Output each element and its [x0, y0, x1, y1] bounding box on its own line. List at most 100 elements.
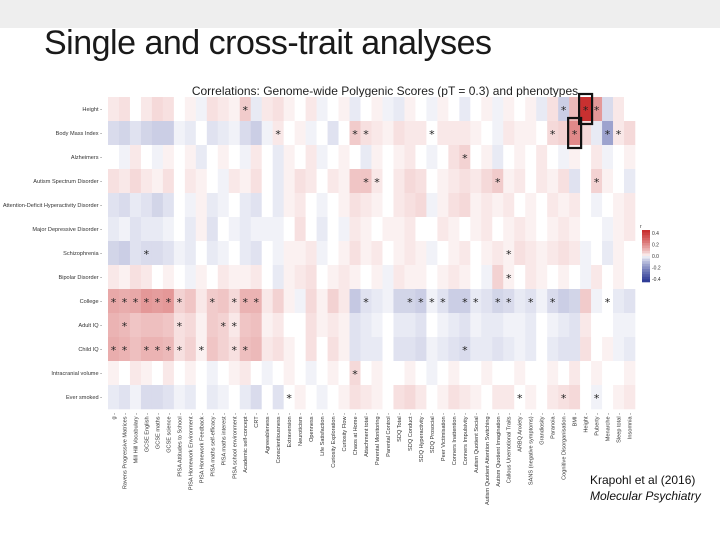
- heatmap-cell: [316, 217, 328, 242]
- legend-swatch: [642, 253, 650, 257]
- column-label: SDQ Conduct -: [408, 413, 414, 451]
- heatmap-cell: [360, 265, 372, 290]
- heatmap-cell: [239, 217, 252, 242]
- heatmap-cell: [470, 121, 482, 146]
- heatmap-cell: [228, 313, 241, 338]
- heatmap-cell: [206, 265, 219, 290]
- heatmap-cell: [239, 361, 252, 386]
- heatmap-cell: [492, 241, 504, 266]
- heatmap-cell: [129, 337, 142, 362]
- heatmap-cell: [613, 241, 625, 266]
- heatmap-cell: [569, 145, 581, 170]
- heatmap-cell: [393, 361, 405, 386]
- heatmap-cell: [525, 145, 537, 170]
- highlight-box: [577, 92, 594, 126]
- heatmap-cell: [448, 217, 460, 242]
- heatmap-cell: [272, 313, 284, 338]
- heatmap-cell: [206, 217, 219, 242]
- heatmap-cell: [580, 217, 592, 242]
- column-label: PISA Homework Environment -: [188, 413, 194, 490]
- heatmap-cell: [294, 193, 306, 218]
- heatmap-cell: [239, 145, 252, 170]
- heatmap-cell: [162, 217, 175, 242]
- heatmap-cell: [173, 217, 186, 242]
- heatmap-cell: [360, 121, 372, 146]
- heatmap-cell: [437, 361, 449, 386]
- heatmap-cell: [173, 145, 186, 170]
- heatmap-cell: [239, 289, 252, 314]
- heatmap-cell: [360, 385, 372, 410]
- heatmap-cell: [547, 385, 559, 410]
- heatmap-cell: [371, 313, 383, 338]
- heatmap-cell: [283, 121, 295, 146]
- heatmap-cell: [547, 217, 559, 242]
- heatmap-cell: [217, 313, 230, 338]
- heatmap-cell: [261, 193, 273, 218]
- heatmap-cell: [371, 217, 383, 242]
- heatmap-cell: [393, 217, 405, 242]
- heatmap-cell: [492, 265, 504, 290]
- legend-tick-label: 0.0: [652, 254, 659, 260]
- heatmap-cell: [173, 313, 186, 338]
- heatmap-cell: [393, 385, 405, 410]
- heatmap-cell: [602, 313, 614, 338]
- column-label: Mill Hill Vocabulary -: [133, 413, 139, 463]
- heatmap-cell: [151, 193, 164, 218]
- heatmap-cell: [580, 169, 592, 194]
- heatmap-cell: [272, 169, 284, 194]
- heatmap-cell: [283, 337, 295, 362]
- significance-marker: *: [111, 296, 117, 309]
- heatmap-cell: [360, 97, 372, 122]
- significance-marker: *: [440, 296, 446, 309]
- heatmap-cell: [591, 97, 603, 122]
- column-label: Conscientiousness -: [276, 413, 282, 464]
- significance-marker: *: [374, 176, 380, 189]
- heatmap-cell: [162, 97, 175, 122]
- heatmap-cell: [261, 337, 273, 362]
- row-label: Body Mass Index -: [56, 131, 102, 137]
- heatmap-cell: [613, 385, 625, 410]
- column-label: PISA maths interest -: [221, 413, 227, 466]
- heatmap-cell: [108, 241, 120, 266]
- legend-swatch: [642, 266, 650, 270]
- heatmap-cell: [536, 241, 548, 266]
- heatmap-cell: [228, 145, 241, 170]
- heatmap-cell: [272, 361, 284, 386]
- column-label: PISA Attitudes to School -: [177, 413, 183, 477]
- heatmap-cell: [206, 193, 219, 218]
- heatmap-cell: [108, 289, 120, 314]
- heatmap-cell: [558, 289, 570, 314]
- heatmap-cell: [558, 121, 570, 146]
- heatmap-cell: [162, 193, 175, 218]
- heatmap-cell: [437, 121, 449, 146]
- heatmap-cell: [250, 241, 263, 266]
- heatmap-cell: [162, 169, 175, 194]
- heatmap-cell: [569, 337, 581, 362]
- significance-marker: *: [594, 176, 600, 189]
- significance-marker: *: [506, 248, 512, 261]
- heatmap-cell: [283, 97, 295, 122]
- heatmap-cell: [580, 97, 592, 122]
- heatmap-cell: [624, 337, 636, 362]
- column-label: GCSE maths -: [155, 413, 161, 449]
- heatmap-cell: [228, 193, 241, 218]
- heatmap-cell: [426, 193, 438, 218]
- heatmap-cell: [195, 169, 208, 194]
- heatmap-cell: [591, 169, 603, 194]
- row-label: Schizophrenia -: [63, 251, 102, 257]
- heatmap-cell: [349, 361, 361, 386]
- heatmap-cell: [206, 337, 219, 362]
- heatmap-cell: [514, 97, 526, 122]
- legend-swatch: [642, 261, 650, 265]
- legend-tick-label: 0.4: [652, 231, 659, 237]
- heatmap-cell: [239, 385, 252, 410]
- heatmap-cell: [338, 145, 350, 170]
- column-label: Height -: [584, 413, 590, 433]
- heatmap-cell: [217, 121, 230, 146]
- heatmap-cell: [613, 313, 625, 338]
- heatmap-cell: [470, 217, 482, 242]
- heatmap-cell: [448, 313, 460, 338]
- heatmap-cell: [591, 337, 603, 362]
- column-label: SANS (negative symptoms) -: [529, 413, 535, 485]
- heatmap-cell: [162, 361, 175, 386]
